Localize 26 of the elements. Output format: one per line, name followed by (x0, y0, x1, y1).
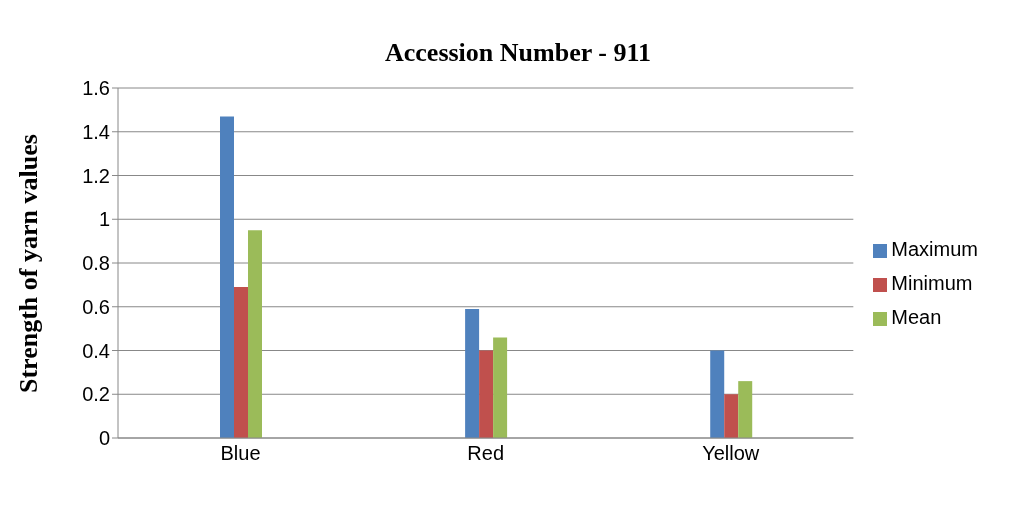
y-tick-label: 1.4 (82, 120, 110, 143)
x-tick-label: Red (467, 442, 505, 465)
bar (724, 394, 739, 438)
y-tick-label: 1.6 (82, 77, 110, 100)
bar (248, 230, 262, 438)
y-tick-label: 0.2 (82, 383, 110, 406)
bar (479, 350, 494, 438)
legend-label: Mean (891, 306, 942, 328)
bar (234, 287, 248, 438)
x-tick-label: Yellow (702, 442, 760, 465)
y-axis-title: Strength of yarn values (14, 134, 44, 393)
y-tick-label: 1 (98, 208, 110, 231)
y-tick-label: 0.4 (82, 339, 110, 362)
bar (738, 381, 753, 438)
y-tick-label: 0.6 (82, 295, 110, 318)
legend-label: Minimum (891, 272, 973, 294)
y-tick-label: 1.2 (82, 164, 110, 187)
y-tick-label: 0 (98, 427, 110, 450)
bar (493, 337, 508, 438)
bar (220, 116, 234, 438)
x-tick-label: Blue (220, 442, 261, 465)
bar (465, 308, 480, 438)
bar (710, 350, 725, 438)
y-tick-label: 0.8 (82, 252, 110, 275)
chart-title: Accession Number - 911 (384, 37, 652, 68)
legend-label: Maximum (891, 238, 978, 260)
